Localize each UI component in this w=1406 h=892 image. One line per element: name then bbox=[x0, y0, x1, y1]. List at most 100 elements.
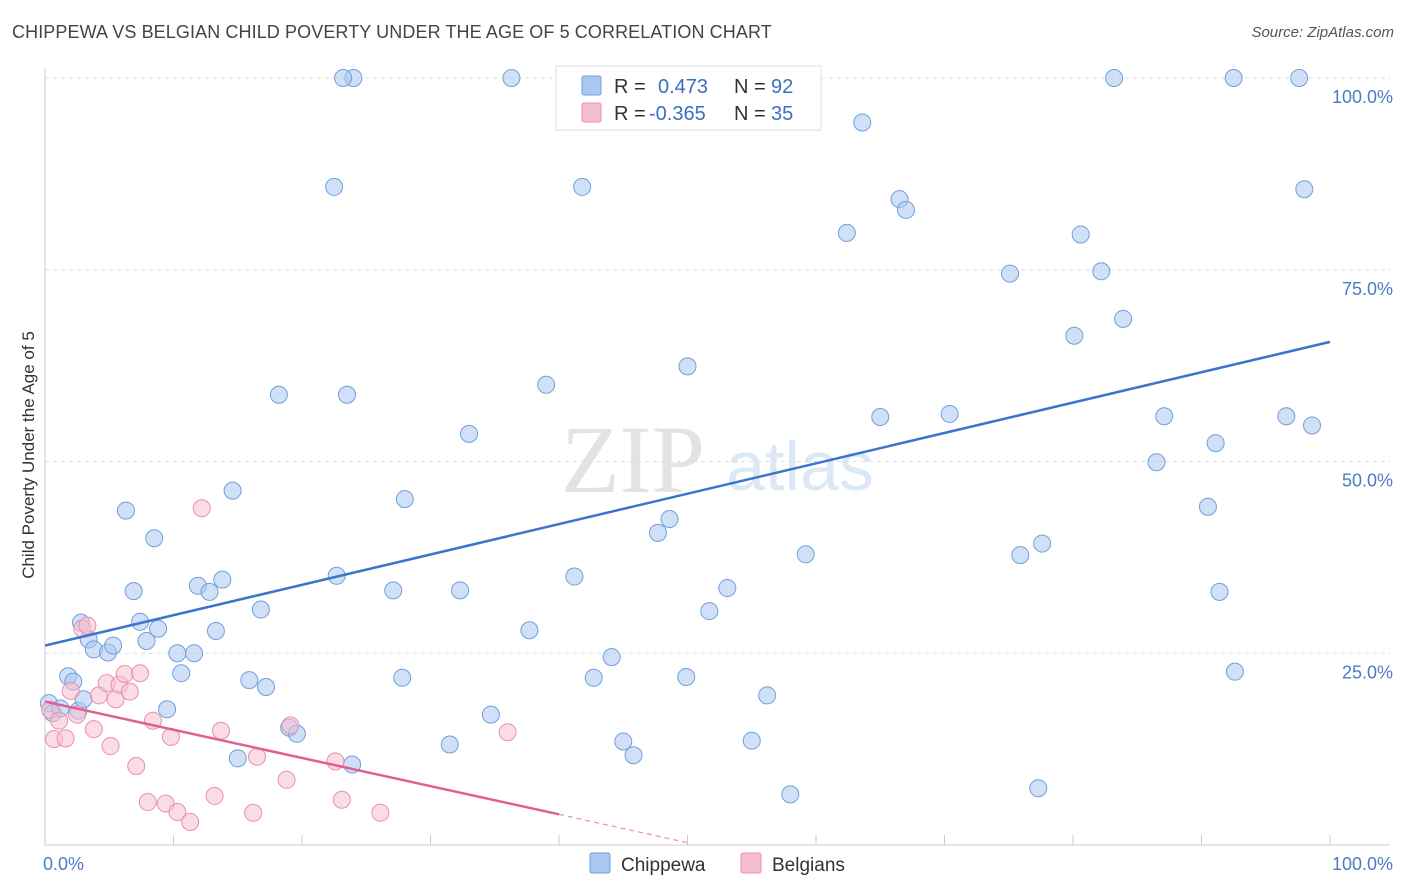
chippewa-point bbox=[206, 622, 225, 641]
belgian-point bbox=[127, 756, 146, 775]
chippewa-point bbox=[337, 385, 356, 404]
chippewa-point bbox=[393, 668, 412, 687]
chippewa-point bbox=[678, 357, 697, 376]
legend-r-label: R = bbox=[614, 103, 646, 125]
chippewa-point bbox=[648, 523, 667, 542]
series-legend-belgians: Belgians bbox=[772, 855, 845, 876]
chippewa-point bbox=[200, 582, 219, 601]
chippewa-point bbox=[896, 200, 915, 219]
chippewa-point bbox=[537, 375, 556, 394]
chippewa-point bbox=[1225, 662, 1244, 681]
chippewa-point bbox=[1290, 69, 1309, 87]
chippewa-point bbox=[677, 668, 696, 687]
series-legend: Chippewa Belgians bbox=[589, 852, 845, 876]
chippewa-point bbox=[116, 501, 135, 520]
belgian-point bbox=[205, 786, 224, 805]
belgian-points bbox=[41, 499, 517, 831]
legend-n-value: 92 bbox=[771, 76, 793, 98]
trend-lines bbox=[44, 340, 1331, 844]
chippewa-points bbox=[39, 69, 1322, 804]
belgian-point bbox=[120, 682, 139, 701]
chippewa-point bbox=[172, 664, 191, 683]
grid-lines bbox=[45, 77, 1390, 654]
belgian-point bbox=[56, 729, 75, 748]
chippewa-point bbox=[573, 177, 592, 196]
source-credit: Source: ZipAtlas.com bbox=[1251, 24, 1394, 41]
belgian-trend-extension bbox=[558, 813, 688, 844]
x-tick-label: 100.0% bbox=[1332, 854, 1393, 874]
y-axis-label: Child Poverty Under the Age of 5 bbox=[19, 331, 38, 579]
belgian-point bbox=[50, 711, 69, 730]
chippewa-point bbox=[602, 648, 621, 667]
belgian-point bbox=[192, 499, 211, 518]
legend-n-value: 35 bbox=[771, 103, 793, 125]
chippewa-point bbox=[1114, 309, 1133, 328]
chart-title: CHIPPEWA VS BELGIAN CHILD POVERTY UNDER … bbox=[12, 22, 772, 42]
series-legend-swatch-belgians bbox=[740, 852, 762, 874]
chippewa-point bbox=[1029, 779, 1048, 798]
series-legend-swatch-chippewa bbox=[589, 852, 611, 874]
chippewa-point bbox=[325, 177, 344, 196]
chippewa-point bbox=[1011, 546, 1030, 565]
chippewa-point bbox=[624, 746, 643, 765]
chippewa-point bbox=[1155, 407, 1174, 426]
chippewa-point bbox=[149, 619, 168, 638]
chippewa-point bbox=[1033, 534, 1052, 553]
watermark-zip: ZIP bbox=[561, 406, 705, 513]
x-tick-label: 0.0% bbox=[43, 854, 84, 874]
chippewa-point bbox=[228, 749, 247, 768]
chippewa-point bbox=[395, 490, 414, 509]
chippewa-point bbox=[145, 529, 164, 548]
belgian-point bbox=[61, 681, 80, 700]
y-tick-label: 50.0% bbox=[1342, 471, 1393, 491]
chippewa-point bbox=[1295, 180, 1314, 199]
chippewa-point bbox=[213, 570, 232, 589]
chippewa-point bbox=[251, 600, 270, 619]
belgian-point bbox=[168, 803, 187, 822]
belgian-point bbox=[281, 716, 300, 735]
chippewa-point bbox=[1224, 69, 1243, 87]
chippewa-point bbox=[660, 510, 679, 529]
belgian-point bbox=[212, 721, 231, 740]
chippewa-point bbox=[853, 113, 872, 132]
legend-r-value: 0.473 bbox=[658, 76, 708, 98]
belgian-point bbox=[78, 616, 97, 635]
chippewa-point bbox=[440, 735, 459, 754]
y-tick-label: 100.0% bbox=[1332, 87, 1393, 107]
chippewa-point bbox=[451, 581, 470, 600]
legend-swatch-chippewa bbox=[581, 75, 602, 96]
chippewa-point bbox=[584, 668, 603, 687]
chippewa-point bbox=[1105, 69, 1124, 87]
belgian-point bbox=[101, 737, 120, 756]
chippewa-point bbox=[781, 785, 800, 804]
belgian-point bbox=[181, 812, 200, 831]
chippewa-point bbox=[460, 424, 479, 443]
chippewa-point bbox=[502, 69, 521, 87]
chippewa-point bbox=[137, 631, 156, 650]
chippewa-point bbox=[1303, 416, 1322, 435]
axes bbox=[44, 68, 1390, 846]
chippewa-point bbox=[718, 579, 737, 598]
chippewa-point bbox=[700, 602, 719, 621]
chippewa-trend-line bbox=[44, 340, 1331, 647]
chippewa-point bbox=[1198, 497, 1217, 516]
belgian-point bbox=[248, 747, 267, 766]
legend-swatch-belgians bbox=[581, 102, 602, 123]
chippewa-point bbox=[269, 385, 288, 404]
legend-n-label: N = bbox=[734, 76, 766, 98]
belgian-point bbox=[115, 664, 134, 683]
tick-labels: 25.0% 50.0% 75.0% 100.0% 0.0% 100.0% bbox=[43, 87, 1393, 874]
chippewa-point bbox=[565, 567, 584, 586]
legend-r-value: -0.365 bbox=[649, 103, 706, 125]
chippewa-point bbox=[796, 545, 815, 564]
belgian-point bbox=[244, 803, 263, 822]
chippewa-point bbox=[257, 677, 276, 696]
chippewa-point bbox=[124, 582, 143, 601]
chippewa-point bbox=[223, 481, 242, 500]
chippewa-point bbox=[1147, 453, 1166, 472]
belgian-point bbox=[332, 790, 351, 809]
legend-n-label: N = bbox=[734, 103, 766, 125]
chippewa-point bbox=[168, 644, 187, 663]
chippewa-point bbox=[1065, 326, 1084, 345]
